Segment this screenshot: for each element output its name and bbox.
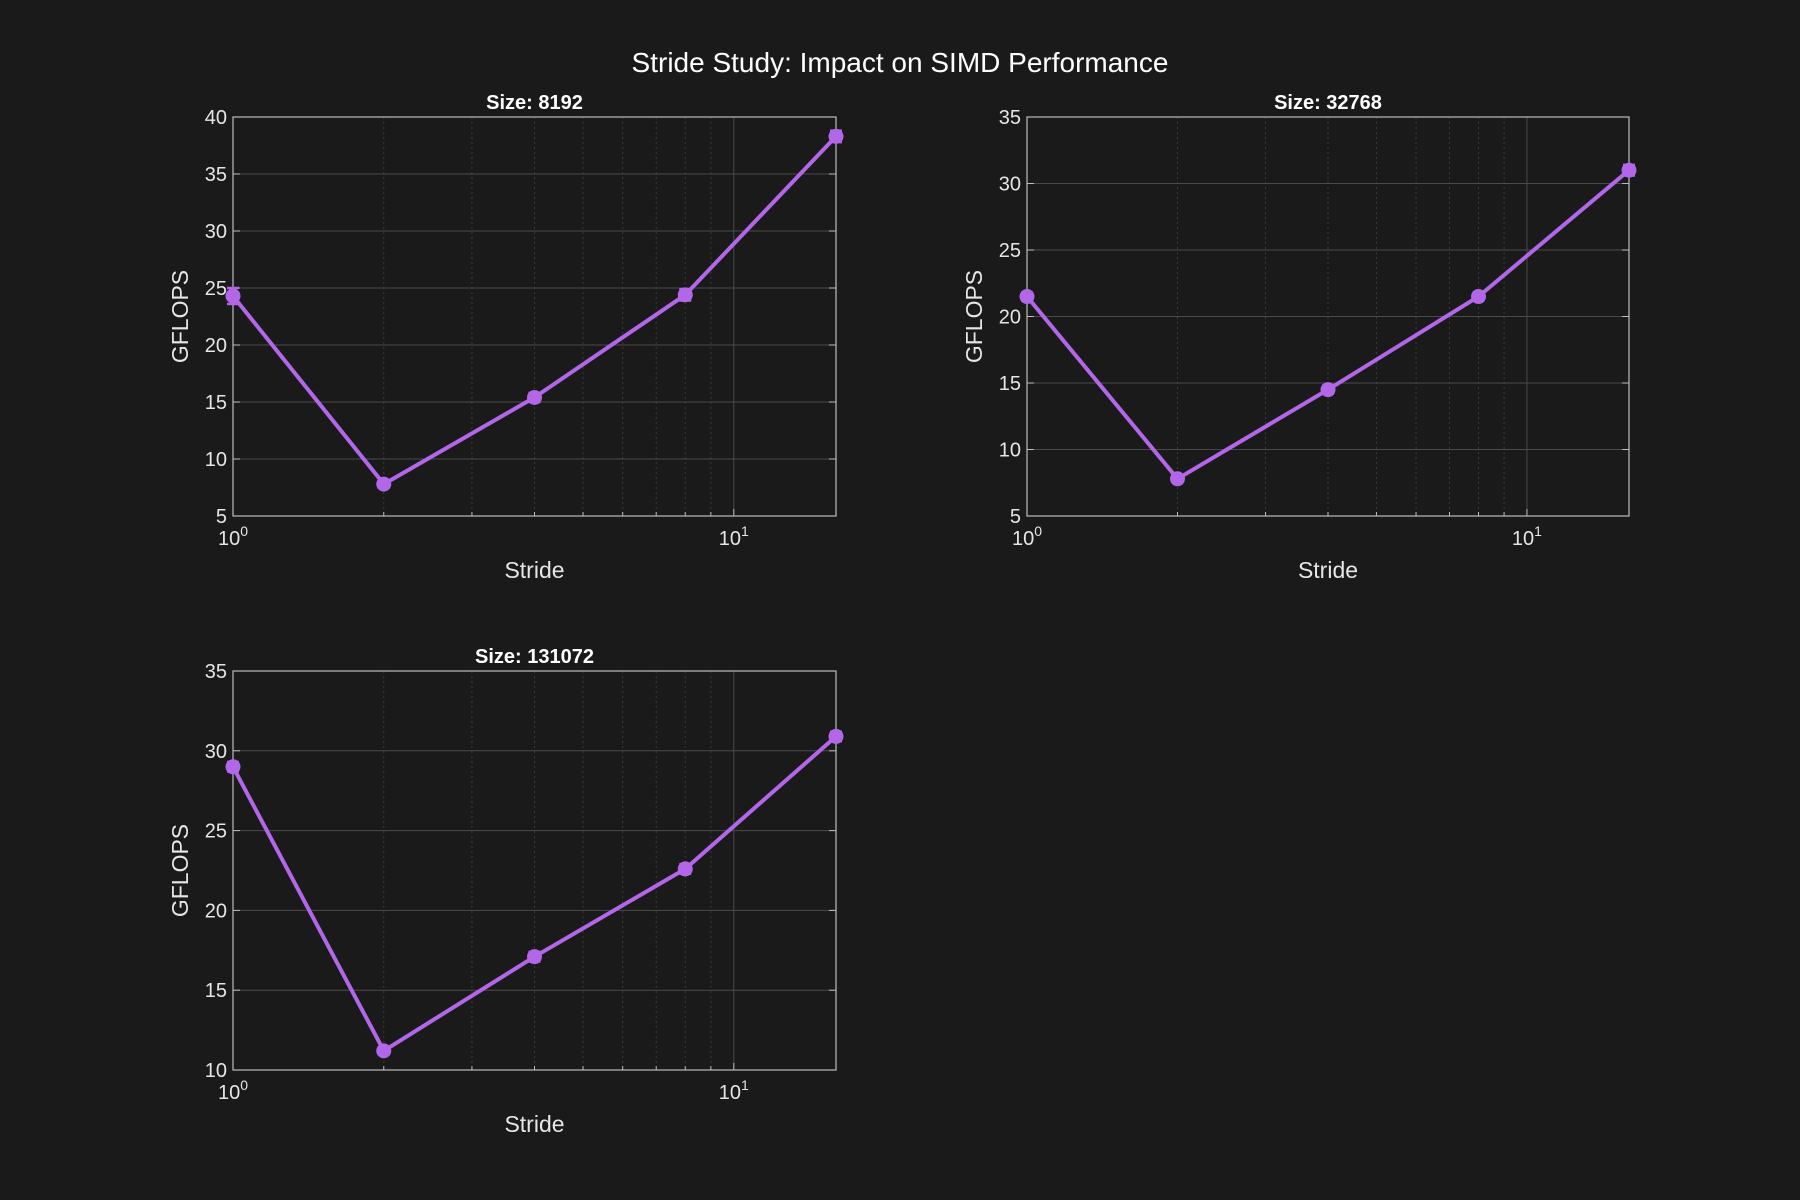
data-point [376, 476, 392, 492]
y-tick-label: 25 [205, 821, 227, 843]
x-axis-label: Stride [504, 1111, 564, 1137]
y-tick-label: 15 [205, 980, 227, 1002]
data-point [376, 1043, 392, 1059]
data-point [1019, 289, 1035, 305]
y-tick-label: 35 [999, 107, 1021, 129]
y-tick-label: 10 [999, 440, 1021, 462]
data-point [1170, 471, 1185, 487]
chart-panel-3: 10 15 20 25 30 35 100 101 Size: 131072 Stride GFLO… [167, 646, 844, 1137]
x-axis-label: Stride [504, 557, 564, 583]
x-tick-label: 100 [218, 1077, 248, 1104]
y-tick-label: 5 [1010, 506, 1021, 528]
x-tick-label: 100 [218, 523, 248, 550]
figure-title: Stride Study: Impact on SIMD Performance [632, 47, 1169, 78]
x-tick-label: 101 [1512, 523, 1542, 550]
y-axis-label: GFLOPS [961, 270, 987, 363]
chart-panel-2: 5 10 15 20 25 30 35 100 101 Size: 32768 Stride GFLO… [961, 92, 1637, 583]
data-layer [225, 728, 844, 1059]
data-point [225, 759, 241, 775]
y-tick-label: 20 [205, 900, 227, 922]
panel-title: Size: 8192 [486, 92, 583, 114]
plot-frame [232, 116, 837, 517]
data-point [1320, 382, 1336, 398]
y-tick-label: 30 [205, 741, 227, 763]
data-point [527, 949, 542, 965]
y-tick-label: 40 [205, 107, 227, 129]
data-point [828, 728, 844, 744]
y-tick-label: 5 [216, 506, 227, 528]
y-tick-label: 35 [205, 661, 227, 683]
data-point [225, 288, 241, 304]
x-tick-label: 100 [1012, 523, 1042, 550]
data-point [677, 861, 693, 877]
chart-panel-1: 5 10 15 20 25 30 35 40 100 101 Size: 8192 Stride GFL… [167, 92, 844, 583]
y-tick-label: 20 [999, 307, 1021, 329]
y-tick-label: 30 [999, 174, 1021, 196]
data-layer [1019, 162, 1637, 487]
y-tick-label: 10 [205, 1060, 227, 1082]
panel-title: Size: 32768 [1274, 92, 1382, 114]
data-point [828, 128, 844, 144]
y-axis-label: GFLOPS [167, 824, 193, 917]
plot-frame [232, 670, 837, 1071]
data-layer [225, 128, 844, 492]
y-tick-label: 15 [999, 373, 1021, 395]
data-point [677, 287, 693, 303]
y-tick-label: 30 [205, 221, 227, 243]
y-tick-label: 15 [205, 392, 227, 414]
y-axis-label: GFLOPS [167, 270, 193, 363]
panel-title: Size: 131072 [475, 646, 594, 668]
y-tick-label: 35 [205, 164, 227, 186]
y-tick-label: 25 [205, 278, 227, 300]
data-point [1471, 289, 1486, 305]
y-tick-label: 25 [999, 240, 1021, 262]
data-point [1621, 162, 1637, 178]
data-point [527, 389, 542, 405]
x-tick-label: 101 [719, 1077, 749, 1104]
x-tick-label: 101 [719, 523, 749, 550]
y-tick-label: 10 [205, 449, 227, 471]
y-tick-label: 20 [205, 335, 227, 357]
x-axis-label: Stride [1298, 557, 1358, 583]
